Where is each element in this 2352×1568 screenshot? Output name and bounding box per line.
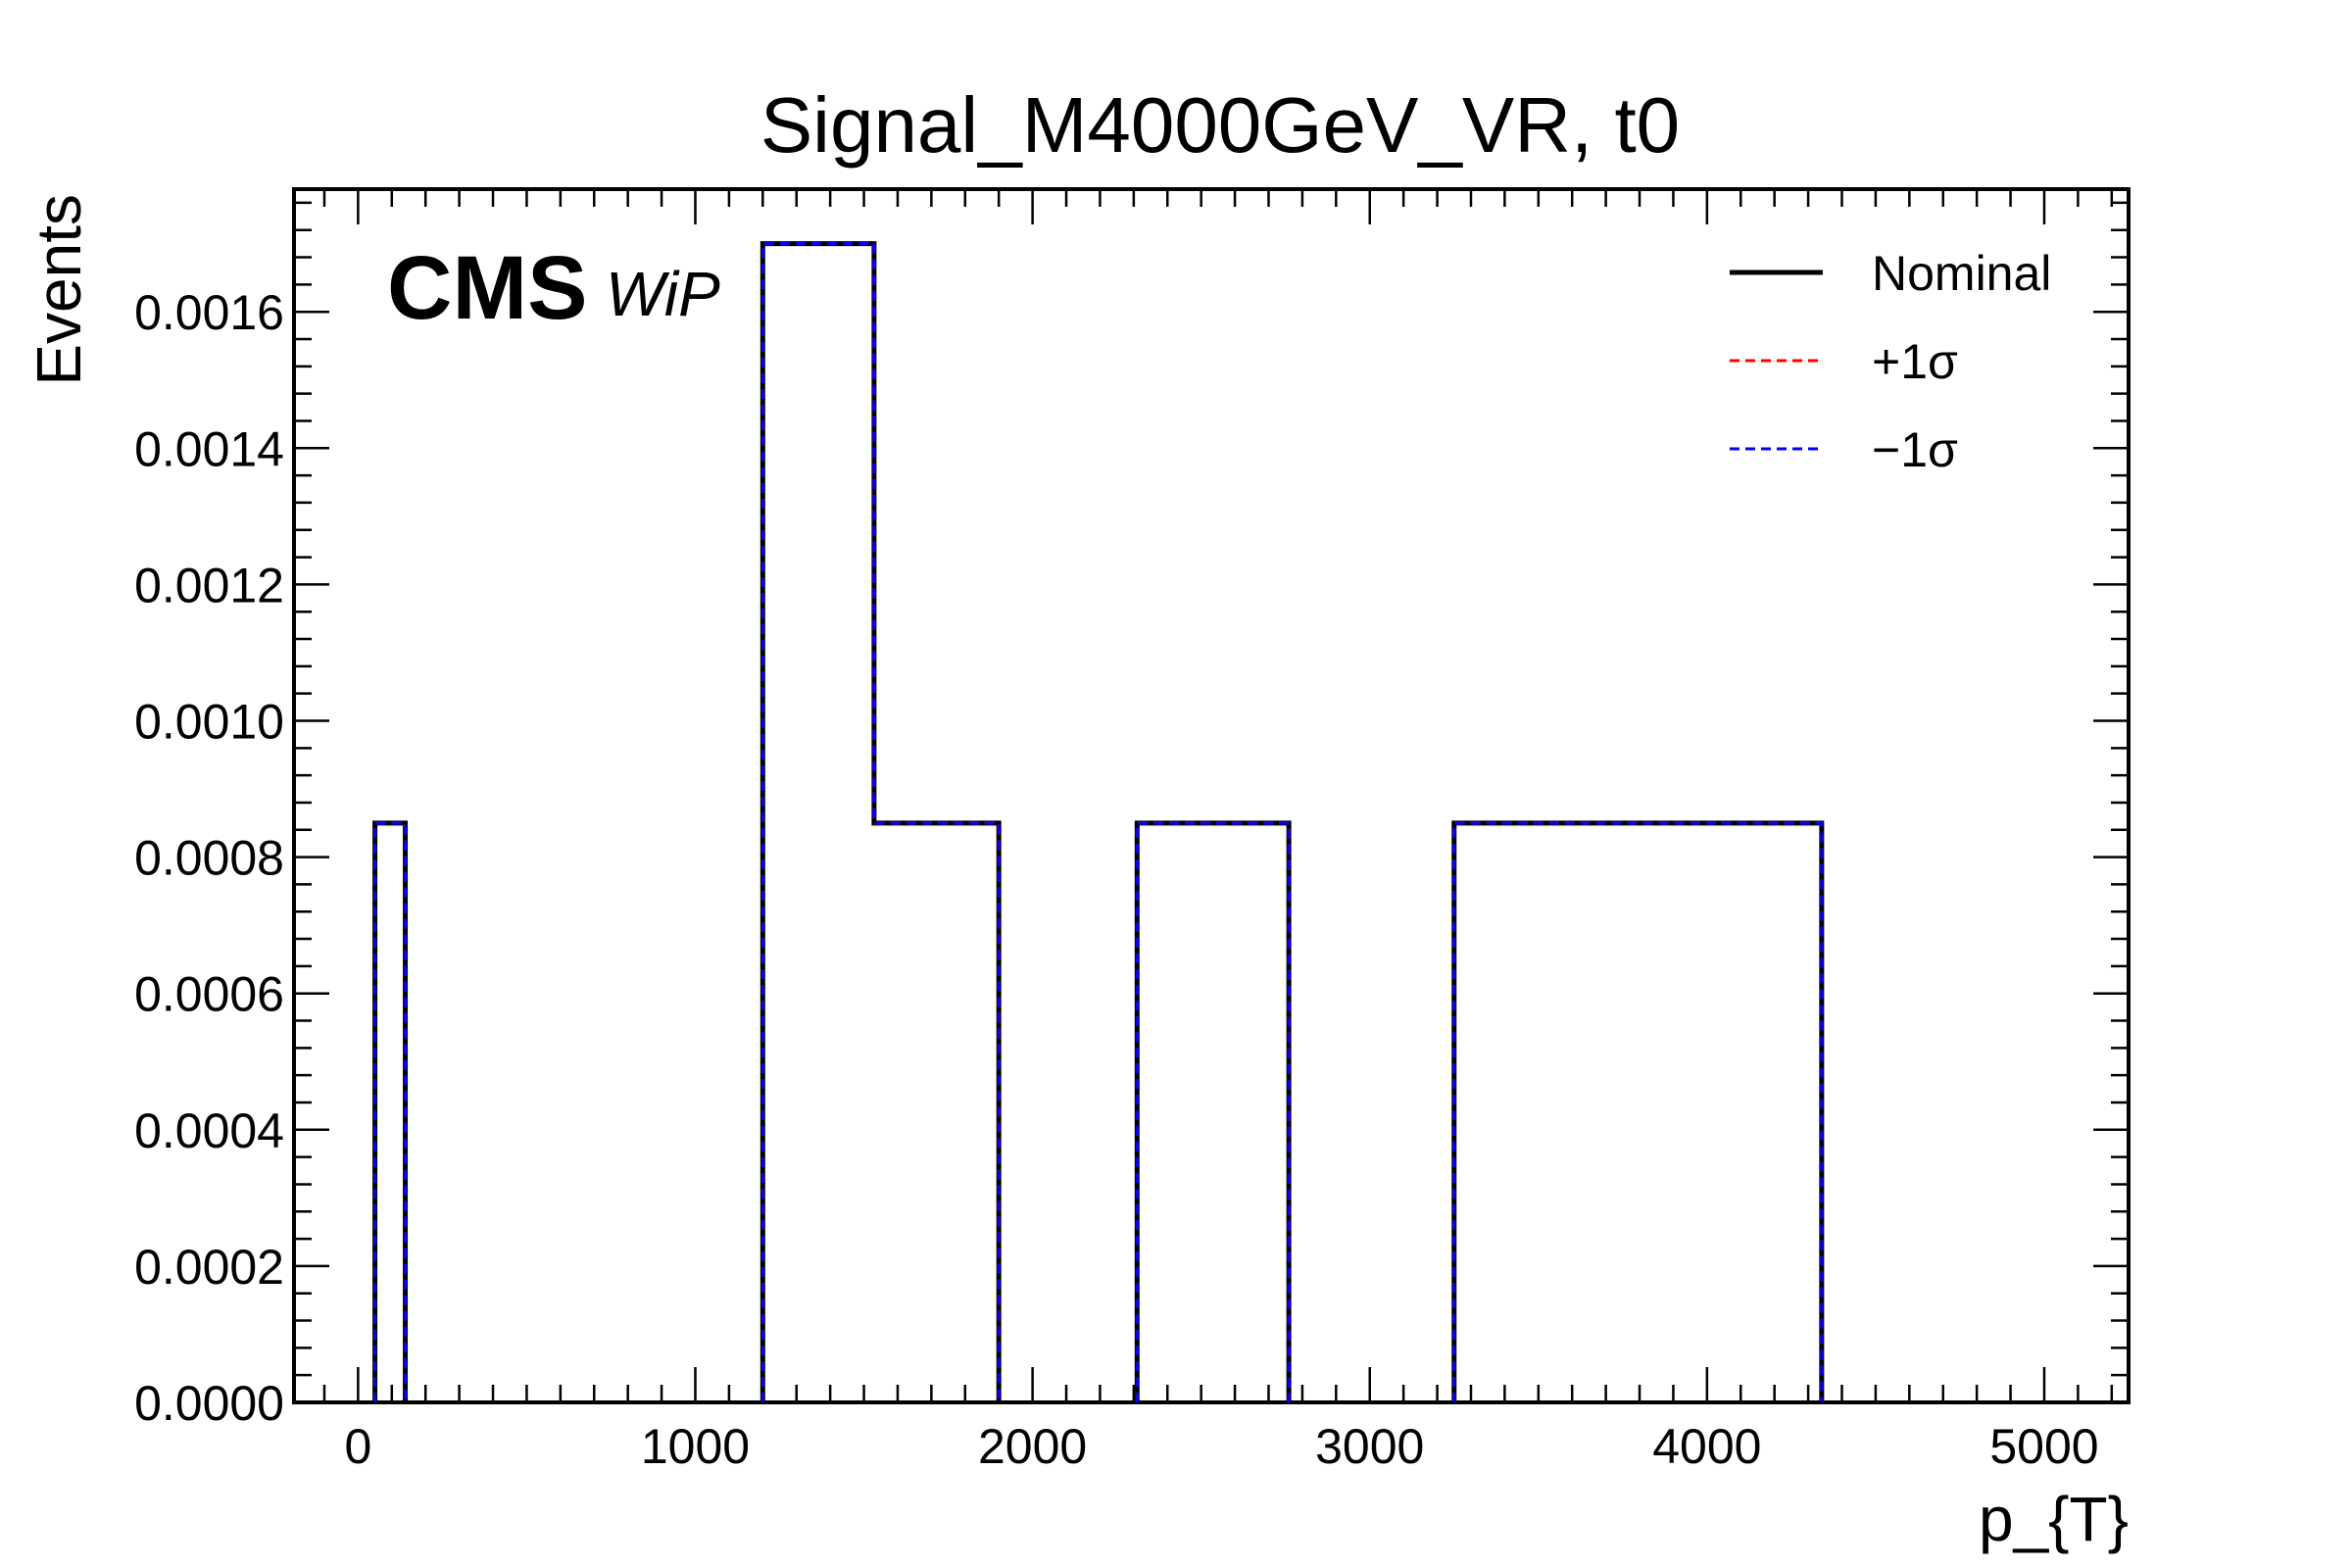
x-tick-label: 4000 [1652,1419,1761,1474]
y-tick-labels: 0.0000 0.0002 0.0004 0.0006 0.0008 0.0010 0.00… [134,285,284,1431]
x-tick-labels: 0 1000 2000 3000 4000 5000 [344,1419,2098,1474]
y-tick-label: 0.0008 [134,831,284,886]
y-tick-label: 0.0004 [134,1103,284,1158]
y-tick-label: 0.0010 [134,694,284,749]
y-tick-label: 0.0014 [134,421,284,476]
y-tick-label: 0.0002 [134,1240,284,1295]
chart-title: Signal_M4000GeV_VR, t0 [760,81,1680,169]
wip-label: WiP [606,259,720,329]
y-tick-label: 0.0000 [134,1376,284,1431]
x-axis-title: p_{T} [1979,1484,2129,1554]
y-tick-label: 0.0012 [134,558,284,612]
y-axis-title: Events [24,194,94,386]
x-tick-label: 5000 [1989,1419,2098,1474]
legend: Nominal +1σ −1σ [1730,246,2051,477]
histogram-series [372,241,1825,1402]
x-tick-label: 1000 [641,1419,750,1474]
plot-frame [292,187,2131,1404]
x-tick-label: 3000 [1315,1419,1424,1474]
legend-label: Nominal [1872,246,2051,301]
series-outline [373,242,1824,1402]
x-tick-label: 0 [344,1419,371,1474]
cms-label: CMS [387,238,587,338]
y-tick-label: 0.0006 [134,967,284,1022]
y-tick-label: 0.0016 [134,285,284,340]
axis-ticks [294,189,2129,1404]
legend-label: +1σ [1872,334,1958,389]
x-tick-label: 2000 [978,1419,1087,1474]
legend-label: −1σ [1872,422,1958,477]
